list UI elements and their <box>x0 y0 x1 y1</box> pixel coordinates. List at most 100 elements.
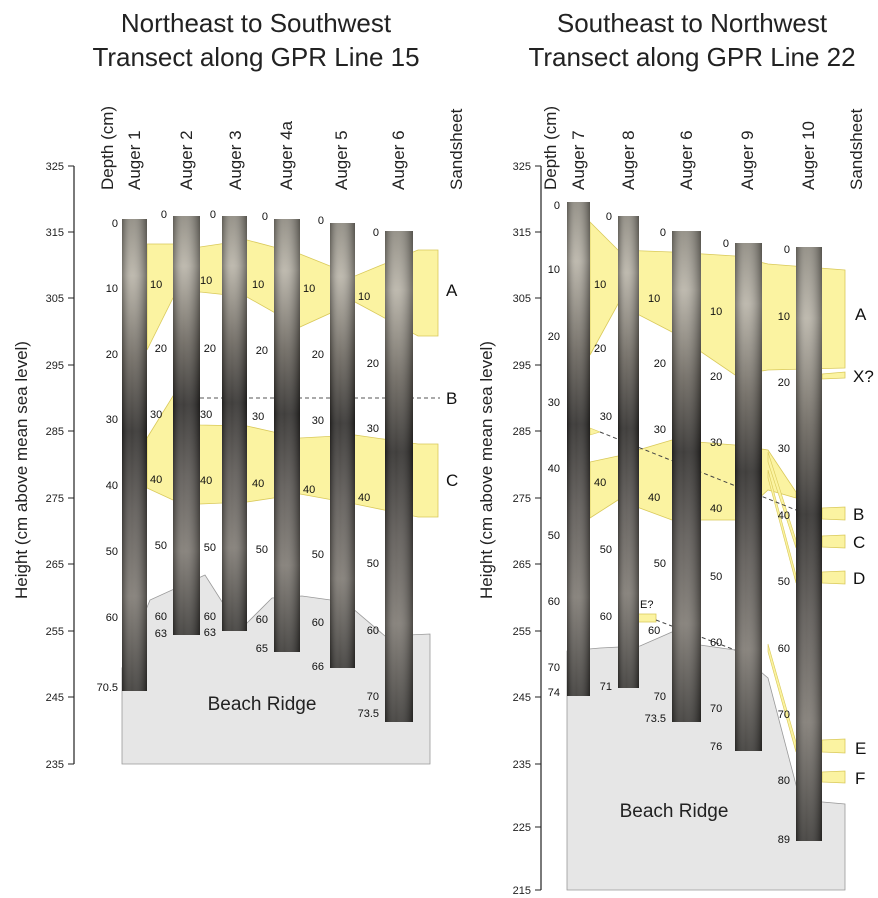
svg-text:66: 66 <box>312 661 324 673</box>
left-unit-c: C <box>446 471 458 490</box>
svg-text:65: 65 <box>256 643 268 655</box>
right-unit-f-box <box>821 770 846 784</box>
svg-text:60: 60 <box>710 637 722 649</box>
right-title-line2: Transect along GPR Line 22 <box>528 42 855 72</box>
svg-text:20: 20 <box>548 331 560 343</box>
svg-text:295: 295 <box>513 360 531 372</box>
svg-text:295: 295 <box>46 360 64 372</box>
svg-text:10: 10 <box>648 293 660 305</box>
right-unit-d: D <box>853 569 865 588</box>
svg-text:89: 89 <box>778 834 790 846</box>
right-unit-a: A <box>855 305 867 324</box>
svg-text:325: 325 <box>513 161 531 173</box>
right-e-query-label: E? <box>640 599 653 611</box>
svg-text:0: 0 <box>660 227 666 239</box>
svg-text:60: 60 <box>155 611 167 623</box>
svg-text:305: 305 <box>46 293 64 305</box>
right-unit-x: X? <box>853 367 874 386</box>
svg-text:63: 63 <box>155 628 167 640</box>
svg-text:70.5: 70.5 <box>97 682 118 694</box>
svg-text:315: 315 <box>513 227 531 239</box>
svg-text:20: 20 <box>710 371 722 383</box>
left-depth-labels: 0 10 20 30 40 50 60 70.5 0 10 20 30 40 5… <box>97 209 379 720</box>
svg-text:275: 275 <box>513 493 531 505</box>
svg-text:0: 0 <box>112 218 118 230</box>
svg-text:76: 76 <box>710 741 722 753</box>
svg-text:225: 225 <box>513 822 531 834</box>
left-column-headers: Depth (cm) Auger 1 Auger 2 Auger 3 Auger… <box>98 106 466 190</box>
svg-text:20: 20 <box>106 349 118 361</box>
svg-text:265: 265 <box>513 559 531 571</box>
svg-text:50: 50 <box>367 558 379 570</box>
svg-text:40: 40 <box>548 463 560 475</box>
svg-text:0: 0 <box>373 227 379 239</box>
svg-text:Auger 8: Auger 8 <box>619 130 638 190</box>
svg-text:20: 20 <box>778 377 790 389</box>
svg-text:50: 50 <box>548 530 560 542</box>
svg-text:40: 40 <box>778 510 790 522</box>
svg-text:50: 50 <box>654 558 666 570</box>
svg-text:30: 30 <box>106 414 118 426</box>
svg-text:10: 10 <box>358 291 370 303</box>
right-unit-b-box <box>821 506 846 521</box>
svg-text:50: 50 <box>600 544 612 556</box>
svg-text:0: 0 <box>784 244 790 256</box>
svg-text:70: 70 <box>654 691 666 703</box>
svg-text:Sandsheet: Sandsheet <box>847 108 866 190</box>
svg-text:80: 80 <box>778 775 790 787</box>
svg-text:30: 30 <box>600 411 612 423</box>
svg-text:50: 50 <box>710 571 722 583</box>
svg-text:265: 265 <box>46 559 64 571</box>
svg-text:Depth (cm): Depth (cm) <box>541 106 560 190</box>
svg-text:305: 305 <box>513 293 531 305</box>
svg-text:245: 245 <box>513 692 531 704</box>
svg-text:10: 10 <box>106 283 118 295</box>
svg-text:20: 20 <box>204 343 216 355</box>
left-y-axis: 325 315 305 295 285 275 265 255 245 235 <box>46 161 75 771</box>
svg-text:0: 0 <box>210 209 216 221</box>
svg-text:50: 50 <box>204 542 216 554</box>
svg-text:40: 40 <box>594 477 606 489</box>
svg-text:73.5: 73.5 <box>358 708 379 720</box>
svg-text:Auger 10: Auger 10 <box>799 121 818 190</box>
svg-text:255: 255 <box>513 626 531 638</box>
svg-text:285: 285 <box>513 426 531 438</box>
svg-text:215: 215 <box>513 885 531 897</box>
svg-text:Auger 2: Auger 2 <box>177 130 196 190</box>
svg-text:70: 70 <box>778 709 790 721</box>
svg-text:10: 10 <box>594 279 606 291</box>
right-y-axis-label: Height (cm above mean sea level) <box>477 341 496 599</box>
svg-text:0: 0 <box>554 200 560 212</box>
right-unit-f: F <box>855 769 865 788</box>
svg-text:70: 70 <box>548 662 560 674</box>
svg-text:Sandsheet: Sandsheet <box>447 108 466 190</box>
svg-text:71: 71 <box>600 681 612 693</box>
svg-text:30: 30 <box>778 443 790 455</box>
svg-text:60: 60 <box>548 596 560 608</box>
svg-text:30: 30 <box>548 397 560 409</box>
svg-text:20: 20 <box>654 358 666 370</box>
svg-text:60: 60 <box>204 611 216 623</box>
svg-text:10: 10 <box>252 279 264 291</box>
svg-text:10: 10 <box>778 311 790 323</box>
left-title-line2: Transect along GPR Line 15 <box>92 42 419 72</box>
svg-text:10: 10 <box>710 306 722 318</box>
svg-text:10: 10 <box>150 279 162 291</box>
right-layer-x <box>821 371 846 380</box>
svg-text:30: 30 <box>150 409 162 421</box>
right-unit-c: C <box>853 533 865 552</box>
svg-text:235: 235 <box>513 759 531 771</box>
svg-text:40: 40 <box>106 480 118 492</box>
svg-text:60: 60 <box>256 614 268 626</box>
svg-text:50: 50 <box>312 549 324 561</box>
svg-text:40: 40 <box>252 478 264 490</box>
svg-text:20: 20 <box>594 343 606 355</box>
right-y-axis: 325 315 305 295 285 275 265 255 245 235 … <box>513 161 542 897</box>
svg-text:0: 0 <box>606 211 612 223</box>
svg-text:40: 40 <box>303 484 315 496</box>
svg-text:20: 20 <box>367 358 379 370</box>
svg-text:Auger 7: Auger 7 <box>569 130 588 190</box>
svg-text:60: 60 <box>106 612 118 624</box>
svg-text:73.5: 73.5 <box>645 713 666 725</box>
